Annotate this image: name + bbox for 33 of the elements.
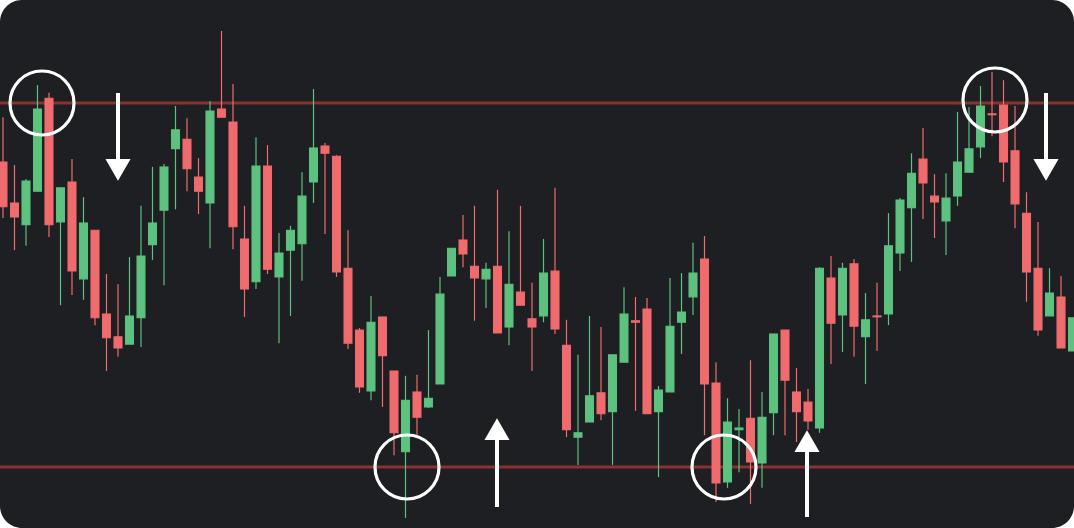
candlestick	[515, 205, 526, 306]
candlestick	[113, 283, 123, 358]
candlestick	[101, 273, 112, 372]
candlestick	[527, 282, 537, 372]
candlestick	[320, 142, 330, 235]
candlestick	[688, 242, 698, 316]
candlestick	[803, 388, 813, 431]
candlestick	[1044, 267, 1055, 317]
candlestick	[469, 205, 480, 322]
candlestick	[860, 292, 871, 385]
candlestick	[147, 166, 158, 261]
candlestick	[987, 71, 997, 137]
candlestick	[918, 127, 928, 220]
candlestick	[653, 385, 664, 478]
candlestick	[929, 173, 940, 239]
candlestick	[9, 164, 20, 251]
candlestick	[964, 106, 974, 173]
candlestick	[481, 262, 491, 309]
candlestick	[791, 367, 802, 443]
candlestick	[941, 172, 951, 256]
candlestick	[193, 157, 204, 215]
candlestick	[630, 296, 641, 412]
candlestick	[170, 105, 181, 210]
candlestick	[458, 214, 468, 268]
candlestick	[285, 225, 296, 317]
candlestick	[423, 329, 434, 409]
candlestick	[274, 232, 284, 344]
candlestick	[573, 354, 583, 466]
candlestick	[872, 282, 882, 352]
candlestick	[216, 30, 227, 118]
candlestick	[734, 408, 744, 473]
candlestick	[676, 272, 687, 355]
candlestick	[596, 326, 606, 421]
